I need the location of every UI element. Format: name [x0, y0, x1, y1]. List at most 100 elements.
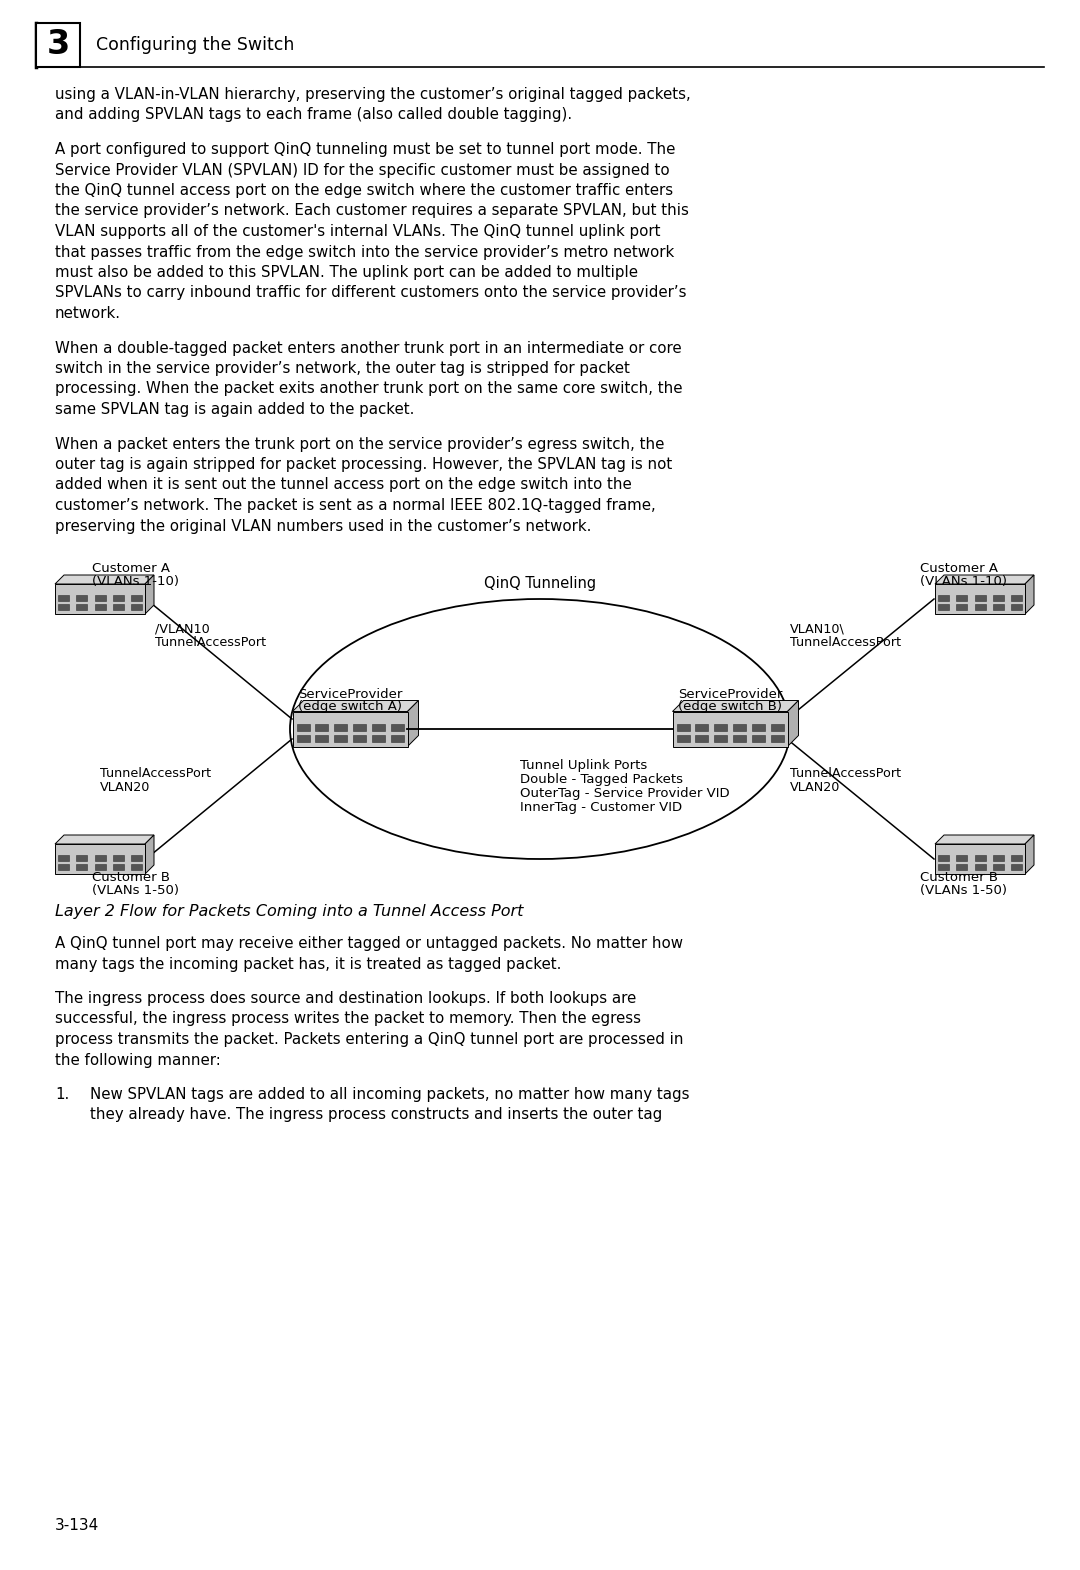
- Polygon shape: [112, 604, 124, 611]
- Text: ServiceProvider: ServiceProvider: [298, 688, 402, 700]
- Polygon shape: [935, 584, 1025, 614]
- Text: Customer A: Customer A: [920, 562, 998, 575]
- Polygon shape: [297, 724, 310, 730]
- Polygon shape: [956, 864, 968, 870]
- Polygon shape: [95, 595, 106, 601]
- Text: Customer B: Customer B: [92, 871, 170, 884]
- FancyBboxPatch shape: [36, 24, 80, 68]
- Polygon shape: [993, 864, 1003, 870]
- Polygon shape: [372, 735, 384, 741]
- Polygon shape: [935, 835, 1034, 845]
- Polygon shape: [131, 595, 141, 601]
- Text: 3-134: 3-134: [55, 1518, 99, 1532]
- Polygon shape: [993, 595, 1003, 601]
- Polygon shape: [315, 724, 328, 730]
- Polygon shape: [752, 724, 765, 730]
- Text: TunnelAccessPort: TunnelAccessPort: [156, 636, 266, 648]
- Polygon shape: [770, 735, 783, 741]
- Text: (VLANs 1-10): (VLANs 1-10): [920, 575, 1007, 589]
- Polygon shape: [939, 856, 949, 860]
- Polygon shape: [956, 604, 968, 611]
- Polygon shape: [297, 735, 310, 741]
- Text: Service Provider VLAN (SPVLAN) ID for the specific customer must be assigned to: Service Provider VLAN (SPVLAN) ID for th…: [55, 163, 670, 177]
- Polygon shape: [131, 856, 141, 860]
- Polygon shape: [676, 724, 689, 730]
- Text: TunnelAccessPort: TunnelAccessPort: [100, 768, 211, 780]
- Text: VLAN10\: VLAN10\: [789, 622, 845, 634]
- Text: Tunnel Uplink Ports: Tunnel Uplink Ports: [519, 758, 647, 772]
- Text: A QinQ tunnel port may receive either tagged or untagged packets. No matter how: A QinQ tunnel port may receive either ta…: [55, 936, 683, 951]
- Polygon shape: [770, 724, 783, 730]
- Polygon shape: [974, 856, 986, 860]
- Polygon shape: [77, 864, 87, 870]
- Polygon shape: [293, 700, 419, 711]
- Text: Configuring the Switch: Configuring the Switch: [96, 36, 295, 53]
- Text: Customer A: Customer A: [92, 562, 170, 575]
- Polygon shape: [935, 575, 1034, 584]
- Text: Customer B: Customer B: [920, 871, 998, 884]
- Polygon shape: [407, 700, 419, 746]
- Text: (VLANs 1-50): (VLANs 1-50): [92, 884, 179, 896]
- Polygon shape: [112, 595, 124, 601]
- Polygon shape: [145, 575, 154, 614]
- Text: that passes traffic from the edge switch into the service provider’s metro netwo: that passes traffic from the edge switch…: [55, 245, 674, 259]
- Text: successful, the ingress process writes the packet to memory. Then the egress: successful, the ingress process writes t…: [55, 1011, 642, 1027]
- Polygon shape: [673, 711, 787, 746]
- Polygon shape: [787, 700, 798, 746]
- Text: When a packet enters the trunk port on the service provider’s egress switch, the: When a packet enters the trunk port on t…: [55, 436, 664, 452]
- Polygon shape: [77, 604, 87, 611]
- Text: many tags the incoming packet has, it is treated as tagged packet.: many tags the incoming packet has, it is…: [55, 956, 562, 972]
- Text: ServiceProvider: ServiceProvider: [678, 688, 782, 700]
- Polygon shape: [1025, 835, 1034, 874]
- Text: Layer 2 Flow for Packets Coming into a Tunnel Access Port: Layer 2 Flow for Packets Coming into a T…: [55, 904, 524, 918]
- Polygon shape: [956, 595, 968, 601]
- Text: the service provider’s network. Each customer requires a separate SPVLAN, but th: the service provider’s network. Each cus…: [55, 204, 689, 218]
- Polygon shape: [353, 735, 366, 741]
- Text: Double - Tagged Packets: Double - Tagged Packets: [519, 772, 683, 787]
- Text: VLAN20: VLAN20: [789, 780, 840, 794]
- Polygon shape: [939, 604, 949, 611]
- Text: customer’s network. The packet is sent as a normal IEEE 802.1Q-tagged frame,: customer’s network. The packet is sent a…: [55, 498, 656, 513]
- Text: The ingress process does source and destination lookups. If both lookups are: The ingress process does source and dest…: [55, 991, 636, 1006]
- Polygon shape: [714, 735, 727, 741]
- Polygon shape: [315, 735, 328, 741]
- Polygon shape: [55, 835, 154, 845]
- Polygon shape: [673, 700, 798, 711]
- Polygon shape: [676, 735, 689, 741]
- Text: (VLANs 1-50): (VLANs 1-50): [920, 884, 1007, 896]
- Text: QinQ Tunneling: QinQ Tunneling: [484, 576, 596, 590]
- Text: they already have. The ingress process constructs and inserts the outer tag: they already have. The ingress process c…: [90, 1107, 662, 1123]
- Polygon shape: [733, 735, 746, 741]
- Polygon shape: [993, 604, 1003, 611]
- Polygon shape: [58, 604, 69, 611]
- Text: added when it is sent out the tunnel access port on the edge switch into the: added when it is sent out the tunnel acc…: [55, 477, 632, 493]
- Polygon shape: [334, 724, 347, 730]
- Polygon shape: [939, 595, 949, 601]
- Text: OuterTag - Service Provider VID: OuterTag - Service Provider VID: [519, 787, 730, 801]
- Polygon shape: [391, 724, 404, 730]
- Text: TunnelAccessPort: TunnelAccessPort: [789, 768, 901, 780]
- Text: A port configured to support QinQ tunneling must be set to tunnel port mode. The: A port configured to support QinQ tunnel…: [55, 141, 675, 157]
- Polygon shape: [696, 724, 708, 730]
- Polygon shape: [391, 735, 404, 741]
- Text: 3: 3: [46, 28, 69, 61]
- Polygon shape: [55, 584, 145, 614]
- Text: InnerTag - Customer VID: InnerTag - Customer VID: [519, 801, 683, 813]
- Polygon shape: [1011, 864, 1022, 870]
- Text: must also be added to this SPVLAN. The uplink port can be added to multiple: must also be added to this SPVLAN. The u…: [55, 265, 638, 279]
- Polygon shape: [131, 604, 141, 611]
- Polygon shape: [55, 845, 145, 874]
- Text: (edge switch B): (edge switch B): [678, 700, 782, 713]
- Polygon shape: [55, 575, 154, 584]
- Polygon shape: [974, 595, 986, 601]
- Polygon shape: [95, 856, 106, 860]
- Polygon shape: [696, 735, 708, 741]
- Text: /VLAN10: /VLAN10: [156, 622, 210, 634]
- Text: SPVLANs to carry inbound traffic for different customers onto the service provid: SPVLANs to carry inbound traffic for dif…: [55, 286, 687, 300]
- Polygon shape: [1011, 595, 1022, 601]
- Polygon shape: [956, 856, 968, 860]
- Text: the QinQ tunnel access port on the edge switch where the customer traffic enters: the QinQ tunnel access port on the edge …: [55, 184, 673, 198]
- Polygon shape: [935, 845, 1025, 874]
- Text: and adding SPVLAN tags to each frame (also called double tagging).: and adding SPVLAN tags to each frame (al…: [55, 107, 572, 122]
- Text: When a double-tagged packet enters another trunk port in an intermediate or core: When a double-tagged packet enters anoth…: [55, 341, 681, 355]
